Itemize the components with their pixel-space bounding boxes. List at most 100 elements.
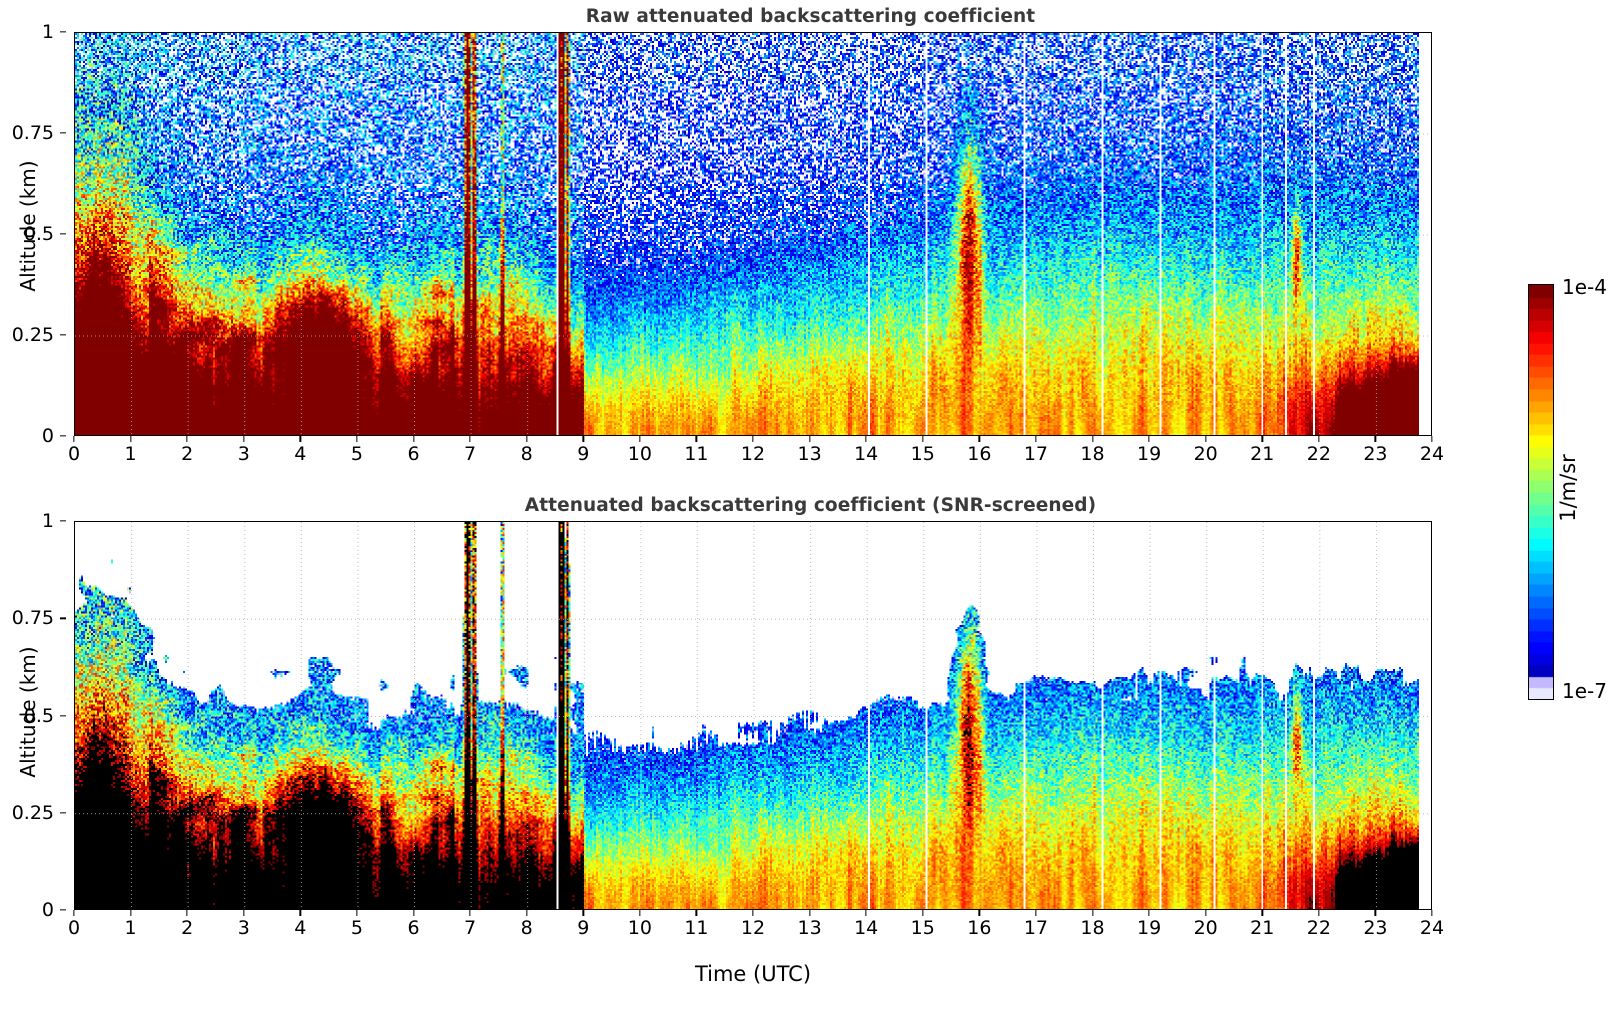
x-tick-label: 1	[124, 443, 137, 465]
x-tick-mark	[412, 436, 415, 442]
x-tick-label: 22	[1306, 917, 1331, 939]
x-tick-mark	[752, 910, 754, 916]
y-tick-mark	[60, 812, 66, 814]
x-tick-label: 0	[67, 917, 81, 939]
x-tick-mark	[469, 910, 471, 916]
x-tick-label: 3	[237, 917, 250, 939]
axes-frame-raw	[74, 32, 1432, 436]
x-tick-mark	[695, 910, 698, 916]
x-tick-mark	[639, 910, 641, 916]
x-tick-mark	[1205, 910, 1207, 916]
x-tick-mark	[1318, 436, 1320, 442]
x-tick-mark	[73, 910, 75, 916]
x-tick-mark	[1431, 910, 1433, 916]
x-tick-label: 16	[967, 917, 992, 939]
x-tick-label: 10	[627, 443, 652, 465]
heatmap-screened	[75, 522, 1431, 909]
x-tick-label: 11	[684, 917, 709, 939]
x-tick-mark	[695, 436, 698, 442]
x-tick-label: 3	[237, 443, 250, 465]
x-tick-label: 18	[1080, 443, 1105, 465]
x-tick-label: 6	[407, 917, 420, 939]
x-tick-mark	[582, 910, 584, 916]
x-tick-mark	[1205, 436, 1207, 442]
x-tick-mark	[129, 436, 132, 442]
x-tick-mark	[808, 910, 811, 916]
x-tick-mark	[808, 436, 811, 442]
y-tick-label: 1	[41, 21, 54, 43]
x-tick-mark	[865, 910, 867, 916]
colorbar-max-label: 1e-4	[1562, 275, 1607, 299]
x-tick-label: 24	[1419, 443, 1445, 465]
x-tick-mark	[186, 436, 188, 442]
colorbar-unit-label: 1/m/sr	[1556, 454, 1580, 522]
plot-panel-raw	[74, 32, 1432, 436]
y-tick-label: 0.5	[23, 704, 54, 727]
panel-title-raw: Raw attenuated backscattering coefficien…	[585, 6, 1036, 27]
y-tick-label: 0	[41, 425, 54, 447]
y-axis-ticks-raw: 0 0.25 0.5 0.75 1	[0, 21, 66, 447]
x-tick-label: 7	[464, 443, 477, 465]
colorbar-canvas	[1529, 285, 1553, 699]
y-tick-mark	[60, 334, 66, 336]
x-axis-ticks-raw: 0 1 2 3 4 5 6 7 8 9 10 11 12 13 14 15 16 17 18 19 20 21 22 23 24	[0, 436, 1621, 469]
y-tick-mark	[60, 617, 66, 619]
x-tick-label: 14	[854, 917, 879, 939]
x-tick-label: 7	[464, 917, 477, 939]
x-tick-mark	[1318, 910, 1320, 916]
x-tick-label: 23	[1363, 443, 1388, 465]
x-tick-label: 13	[797, 917, 822, 939]
x-tick-label: 21	[1250, 443, 1275, 465]
x-tick-label: 22	[1306, 443, 1331, 465]
y-axis-label-screened: Altitude (km)	[16, 646, 40, 778]
y-tick-mark	[60, 233, 66, 235]
x-tick-mark	[1035, 436, 1037, 442]
x-tick-label: 0	[67, 443, 81, 465]
x-tick-label: 18	[1080, 917, 1105, 939]
x-tick-label: 9	[577, 917, 590, 939]
x-tick-label: 15	[910, 917, 935, 939]
x-tick-label: 17	[1023, 443, 1048, 465]
x-tick-mark	[1035, 910, 1037, 916]
x-tick-mark	[752, 436, 754, 442]
y-tick-mark	[60, 132, 66, 134]
heatmap-raw	[75, 33, 1431, 435]
y-tick-mark	[60, 714, 66, 717]
x-tick-mark	[1431, 436, 1433, 442]
x-tick-mark	[978, 436, 980, 442]
x-axis-ticks-screened: 0 1 2 3 4 5 6 7 8 9 10 11 12 13 14 15 16 17 18 19 20 21 22 23 24	[0, 910, 1621, 943]
y-tick-label: 0	[41, 899, 54, 921]
x-tick-label: 24	[1419, 917, 1445, 939]
x-tick-mark	[299, 910, 301, 916]
x-tick-label: 15	[910, 443, 935, 465]
x-tick-label: 19	[1136, 443, 1162, 465]
x-tick-mark	[1091, 436, 1094, 442]
x-tick-mark	[582, 436, 584, 442]
x-tick-label: 10	[627, 917, 652, 939]
x-tick-label: 16	[967, 443, 992, 465]
x-tick-label: 4	[294, 443, 307, 465]
x-tick-mark	[1148, 910, 1150, 916]
x-tick-label: 2	[181, 443, 194, 465]
x-tick-mark	[1374, 436, 1377, 442]
x-tick-label: 5	[350, 443, 363, 465]
y-tick-label: 0.25	[11, 801, 54, 824]
x-tick-label: 13	[797, 443, 822, 465]
x-tick-mark	[922, 436, 924, 442]
y-tick-mark	[60, 31, 66, 33]
x-tick-mark	[243, 436, 245, 442]
x-tick-mark	[1148, 436, 1150, 442]
y-tick-label: 1	[41, 510, 54, 532]
y-tick-label: 0.75	[11, 122, 54, 144]
x-tick-label: 11	[684, 443, 709, 465]
x-tick-label: 23	[1363, 917, 1388, 939]
x-tick-mark	[469, 436, 471, 442]
x-tick-label: 1	[124, 917, 137, 939]
x-tick-mark	[1261, 910, 1263, 916]
x-tick-mark	[922, 910, 924, 916]
x-tick-mark	[73, 436, 75, 442]
colorbar-min-label: 1e-7	[1562, 679, 1607, 703]
x-tick-mark	[865, 436, 867, 442]
x-tick-label: 17	[1023, 917, 1048, 939]
